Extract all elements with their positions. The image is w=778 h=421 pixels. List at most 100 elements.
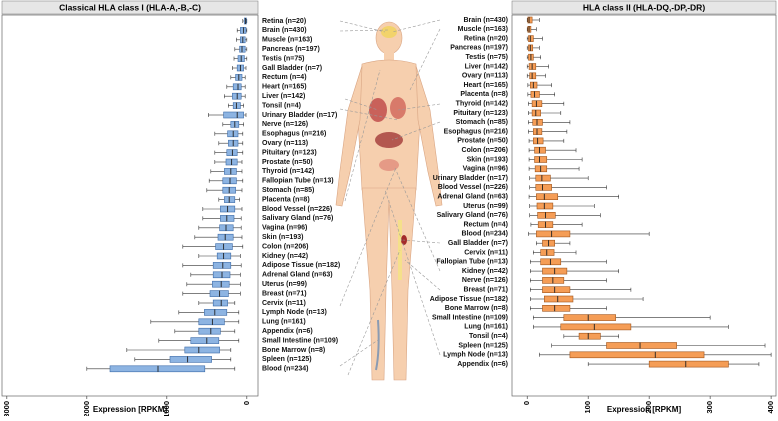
x-tick-label: 2000 xyxy=(82,401,91,416)
connector-lines xyxy=(339,19,441,376)
category-label: Placenta (n=8) xyxy=(262,196,310,203)
category-label: Stomach (n=85) xyxy=(262,187,314,194)
panel-title: HLA class II (HLA-DQ,-DP,-DR) xyxy=(583,2,705,12)
box xyxy=(540,249,555,256)
category-label: Liver (n=142) xyxy=(465,63,508,70)
x-tick-label: 0 xyxy=(242,401,251,405)
category-label: Liver (n=142) xyxy=(262,93,305,100)
category-label: Heart (n=165) xyxy=(262,84,307,91)
category-label: Adipose Tissue (n=182) xyxy=(262,262,340,269)
category-label: Colon (n=206) xyxy=(462,147,508,154)
category-label: Cervix (n=11) xyxy=(464,249,508,256)
box xyxy=(223,111,244,119)
box xyxy=(190,337,220,344)
box xyxy=(648,360,729,368)
category-label: Spleen (n=125) xyxy=(458,342,508,349)
category-label: Adrenal Gland (n=63) xyxy=(437,194,508,201)
category-label: Muscle (n=163) xyxy=(458,26,508,33)
category-label: Blood (n=234) xyxy=(262,366,308,373)
box xyxy=(184,346,220,354)
box xyxy=(531,100,543,107)
x-tick-label: 0 xyxy=(522,401,531,405)
category-label: Nerve (n=126) xyxy=(462,277,508,284)
box xyxy=(109,365,206,373)
x-tick-label: 1000 xyxy=(162,401,171,416)
category-label: Adrenal Gland (n=63) xyxy=(262,272,333,279)
panel-title: Classical HLA class I (HLA-A,-B,-C) xyxy=(59,2,201,12)
plot-frame xyxy=(1,14,259,397)
category-label: Kidney (n=42) xyxy=(462,268,508,275)
box xyxy=(542,286,571,294)
category-label: Lung (n=161) xyxy=(464,324,508,331)
panel-header xyxy=(1,0,259,15)
box xyxy=(535,184,552,191)
category-label: Colon (n=206) xyxy=(262,243,308,250)
box xyxy=(532,119,543,126)
category-label: Tonsil (n=4) xyxy=(469,333,508,340)
category-label: Lymph Node (n=13) xyxy=(262,309,327,316)
category-label: Prostate (n=50) xyxy=(262,159,313,166)
category-label: Lung (n=161) xyxy=(262,319,306,326)
category-label: Pancreas (n=197) xyxy=(262,46,320,53)
box xyxy=(533,137,544,145)
box xyxy=(537,212,556,219)
category-label: Fallopian Tube (n=13) xyxy=(262,178,334,185)
category-label: Pituitary (n=123) xyxy=(453,110,508,117)
box xyxy=(544,295,574,303)
plot-frame xyxy=(511,14,777,397)
category-label: Breast (n=71) xyxy=(463,287,508,294)
category-label: Retina (n=20) xyxy=(262,18,306,25)
category-label: Lymph Node (n=13) xyxy=(443,352,508,359)
category-label: Appendix (n=6) xyxy=(457,361,508,368)
box xyxy=(530,91,540,98)
category-label: Esophagus (n=216) xyxy=(444,128,508,135)
category-label: Kidney (n=42) xyxy=(262,253,308,260)
x-tick-label: 200 xyxy=(644,401,653,414)
category-label: Adipose Tissue (n=182) xyxy=(430,296,508,303)
panel-header xyxy=(511,0,777,15)
box xyxy=(528,35,534,42)
category-label: Vagina (n=96) xyxy=(463,166,508,173)
body-illustration xyxy=(335,21,443,381)
box xyxy=(569,351,705,359)
box xyxy=(212,299,228,307)
box xyxy=(527,16,533,24)
box xyxy=(563,314,616,321)
category-label: Breast (n=71) xyxy=(262,290,307,297)
x-tick-label: 400 xyxy=(766,401,775,414)
category-label: Salivary Gland (n=76) xyxy=(437,212,508,219)
category-label: Thyroid (n=142) xyxy=(456,101,508,108)
category-label: Small Intestine (n=109) xyxy=(432,314,508,321)
category-label: Testis (n=75) xyxy=(466,54,508,61)
category-label: Rectum (n=4) xyxy=(262,74,307,81)
box xyxy=(531,109,541,117)
x-tick-label: 3000 xyxy=(2,401,11,416)
box xyxy=(529,72,537,80)
x-tick-label: 100 xyxy=(583,401,592,414)
category-label: Spleen (n=125) xyxy=(262,356,312,363)
box xyxy=(169,356,212,363)
category-label: Small Intestine (n=109) xyxy=(262,337,338,344)
category-label: Blood Vessel (n=226) xyxy=(262,206,332,213)
category-label: Esophagus (n=216) xyxy=(262,131,326,138)
x-tick-label: 300 xyxy=(705,401,714,414)
box xyxy=(536,202,554,210)
box xyxy=(198,327,221,335)
category-label: Brain (n=430) xyxy=(262,27,307,34)
category-label: Heart (n=165) xyxy=(463,82,508,89)
category-label: Urinary Bladder (n=17) xyxy=(433,175,508,182)
box xyxy=(198,318,225,326)
category-label: Skin (n=193) xyxy=(467,156,508,163)
box xyxy=(212,262,232,269)
category-label: Gall Bladder (n=7) xyxy=(262,65,322,72)
category-label: Bone Marrow (n=8) xyxy=(262,347,325,354)
box xyxy=(534,156,548,163)
category-label: Blood (n=234) xyxy=(462,231,508,238)
box xyxy=(578,332,601,340)
x-axis-label: Expression [RPKM] xyxy=(93,405,168,414)
category-label: Brain (n=430) xyxy=(463,17,508,24)
category-label: Salivary Gland (n=76) xyxy=(262,215,333,222)
category-label: Rectum (n=4) xyxy=(463,221,508,228)
category-label: Stomach (n=85) xyxy=(456,119,508,126)
